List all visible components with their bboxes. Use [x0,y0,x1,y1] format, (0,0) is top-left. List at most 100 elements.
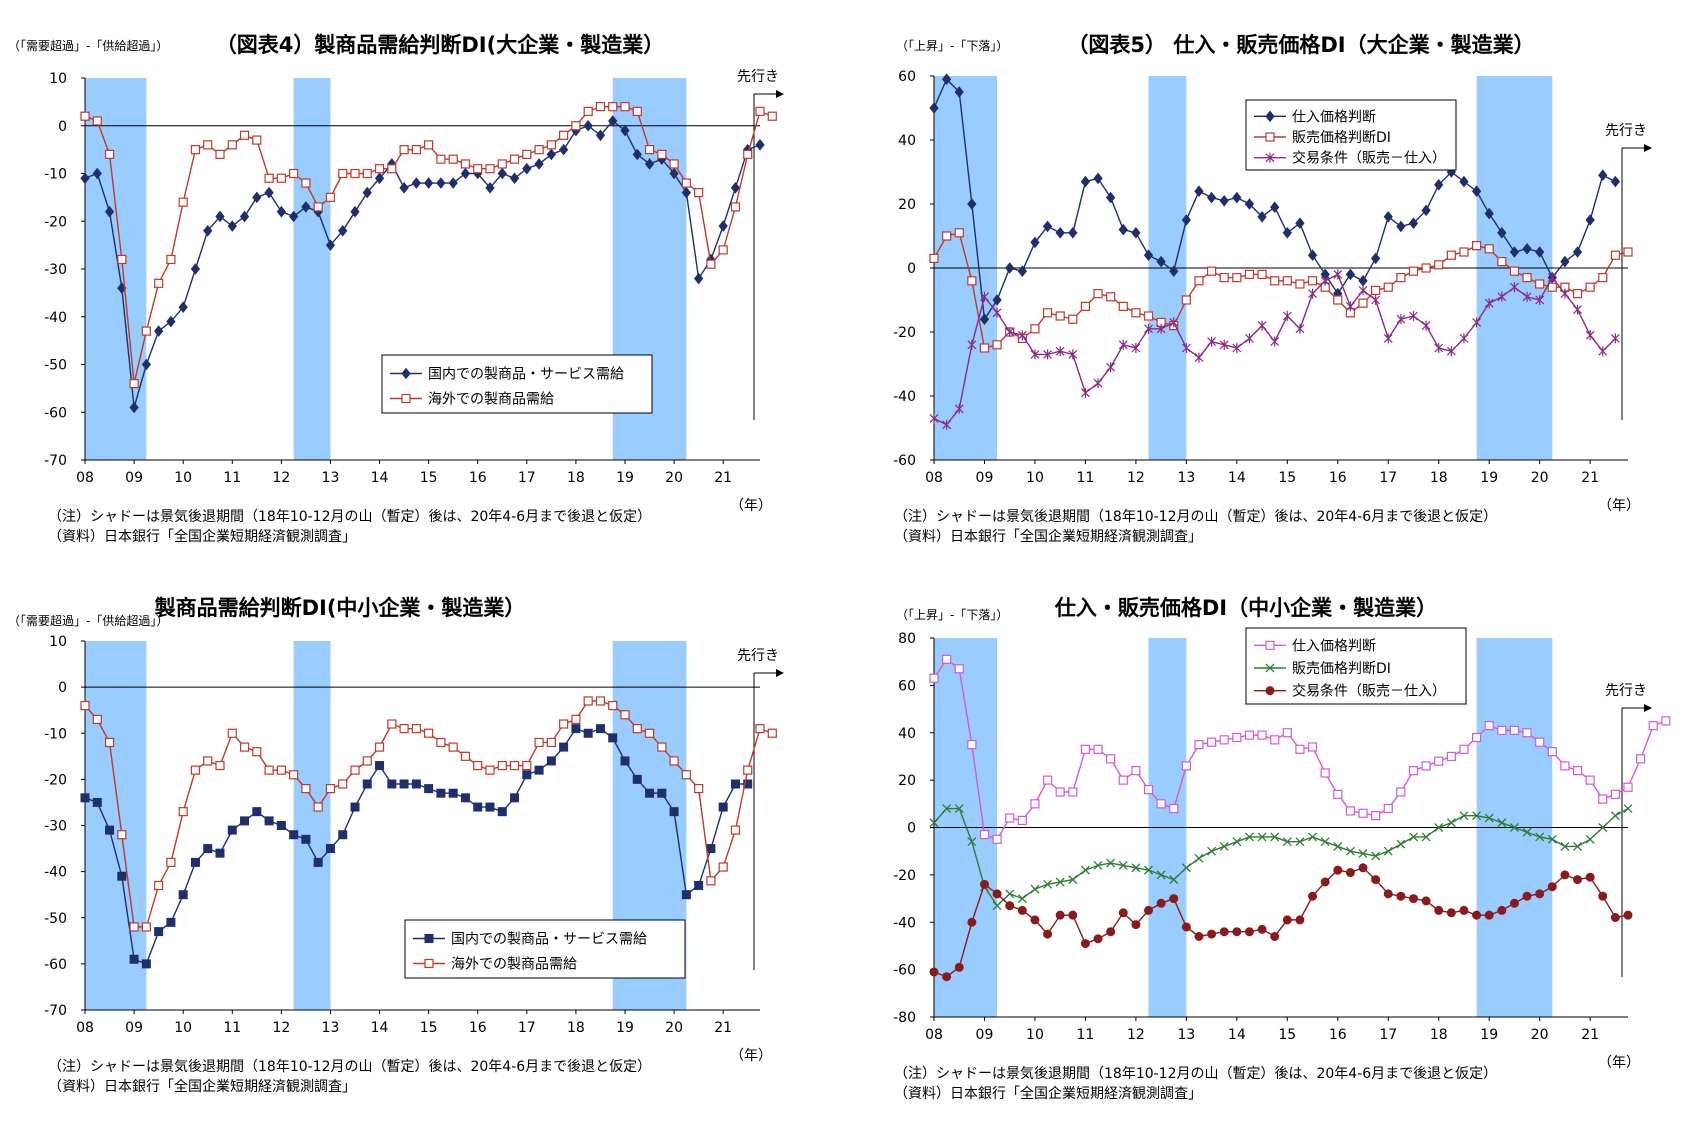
data-point [325,784,336,794]
data-point [436,154,446,164]
x-tick-label: 19 [1480,1027,1498,1043]
data-point [362,779,372,789]
y-tick-label: 60 [898,69,916,85]
data-point [387,719,397,729]
data-point [718,862,728,872]
data-point [1093,289,1103,299]
data-point [1333,865,1343,875]
data-point [954,804,964,814]
data-point [1598,273,1608,283]
x-tick-label: 14 [1228,1027,1246,1043]
data-point [1421,320,1431,331]
data-point [954,403,964,414]
x-tick-label: 13 [1177,470,1195,486]
data-point [178,890,188,900]
data-point [448,154,458,164]
data-point [129,922,139,932]
x-tick-label: 13 [1177,1027,1195,1043]
x-tick-label: 12 [272,470,290,486]
data-point [954,228,964,238]
data-point [424,728,434,738]
x-tick-label: 18 [567,470,585,486]
data-point [1333,841,1343,851]
data-point [1509,266,1520,276]
data-point [706,259,716,269]
data-point [276,821,286,830]
data-point [485,802,495,812]
x-tick-label: 17 [1379,470,1397,486]
data-point [1118,339,1128,350]
data-point [992,901,1002,911]
data-point [1169,317,1179,328]
data-point [1042,308,1053,318]
data-point [1219,194,1229,207]
data-point [1497,818,1507,828]
data-point [1295,323,1305,334]
chart-small-supply-demand: 10 0 -10 -20 -30 -40 -50 -60 -70 08 09 10 11 12 13 14 15… [8,596,784,1095]
data-point [288,210,299,223]
data-point [583,728,593,738]
data-point [264,186,274,199]
data-point [497,760,507,771]
data-point [1383,282,1393,292]
data-point [755,139,765,151]
data-point [1143,311,1154,321]
data-point [1270,832,1280,842]
data-point [80,700,90,711]
data-point [595,102,606,112]
footnote: （注）シャドーは景気後退期間（18年10-12月の山（暫定）後は、20年4-6月… [48,1059,651,1075]
data-point [1295,837,1305,847]
data-point [1068,314,1078,324]
x-ticks: 08 09 10 11 12 13 14 15 16 17 18 19 20 21 [925,460,1599,486]
data-point [657,788,667,798]
data-point [1106,858,1116,868]
data-point [1547,834,1557,844]
x-axis-label: （年） [730,1048,772,1064]
data-point [289,830,299,840]
series-0 [80,115,765,414]
data-point [718,802,728,812]
data-point [1307,276,1318,286]
y-tick-label: -60 [44,957,67,973]
data-point [1156,799,1166,809]
forecast-marker: 先行き [737,648,784,970]
data-point [929,102,939,114]
data-point [1181,343,1191,353]
data-point [239,130,250,140]
chart-large-prices: 60 40 20 0 -20 -40 -60 08 09 10 11 12 13 14 15 16 17 18 19… [893,33,1652,545]
series-0 [929,73,1621,326]
data-point [1093,860,1103,870]
data-point [1156,255,1166,268]
data-point [497,807,507,817]
y-tick-label: -40 [893,915,916,931]
data-point [1181,922,1191,932]
data-point [1017,815,1027,825]
data-point [325,239,336,251]
forecast-marker: 先行き [737,69,784,420]
data-point [1307,249,1318,262]
data-point [227,825,237,835]
data-point [1484,813,1494,823]
data-point [929,818,939,828]
data-point [694,784,704,794]
y-ticks: 10 0 -10 -20 -30 -40 -50 -60 -70 [44,634,85,1019]
data-point [460,159,471,169]
data-point [1131,308,1141,318]
data-point [1547,272,1557,283]
data-point [215,848,225,858]
data-point [129,401,139,414]
data-point [1446,818,1456,828]
data-point [153,325,164,337]
data-point [1598,346,1608,357]
data-point [80,111,90,121]
y-tick-label: -40 [893,389,916,405]
footnote: （資料）日本銀行「全国企業短期経済観測調査」 [48,1078,356,1095]
data-point [203,756,213,766]
footnote: （資料）日本銀行「全国企業短期経済観測調査」 [894,1085,1202,1102]
data-point [1005,813,1015,823]
x-axis-label: （年） [730,498,772,514]
footnote: （注）シャドーは景気後退期間（18年10-12月の山（暫定）後は、20年4-6月… [48,509,651,525]
data-point [681,770,691,780]
data-point [1522,827,1532,837]
